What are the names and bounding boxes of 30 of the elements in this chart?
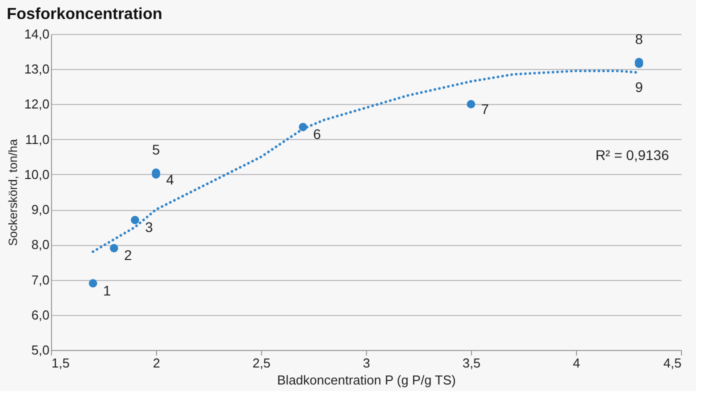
annotation: 1 — [103, 282, 112, 298]
y-tick-label: 6,0 — [31, 307, 50, 322]
annotation: 5 — [152, 142, 160, 158]
x-tick-label: 3,5 — [462, 356, 481, 370]
annotation: 2 — [124, 247, 132, 264]
y-tick-label: 12,0 — [24, 96, 50, 112]
x-tick-label: 4 — [572, 356, 580, 370]
y-tick-label: 13,0 — [24, 62, 50, 77]
annotation: 6 — [313, 126, 322, 142]
y-tick-label: 11,0 — [25, 132, 50, 147]
chart-title: Fosforkoncentration — [6, 6, 162, 23]
x-tick-label: 4,5 — [663, 356, 682, 370]
y-tick-label: 5,0 — [31, 342, 50, 358]
annotation: 3 — [145, 219, 154, 236]
y-tick-label: 7,0 — [31, 272, 50, 288]
annotation: 9 — [635, 78, 644, 95]
y-axis-title: Sockerskörd, ton/ha — [6, 138, 20, 246]
x-tick-label: 1,5 — [52, 356, 70, 370]
y-tick-label: 8,0 — [31, 237, 50, 252]
annotation: 4 — [166, 171, 174, 188]
x-axis-title: Bladkoncentration P (g P/g TS) — [277, 372, 456, 388]
annotation: 7 — [481, 101, 490, 118]
y-tick-label: 14,0 — [24, 26, 50, 42]
y-tick-label: 10,0 — [24, 166, 50, 182]
x-tick-label: 3 — [362, 356, 370, 370]
x-tick-label: 2,5 — [252, 356, 271, 370]
x-tick-label: 2 — [152, 356, 160, 370]
y-tick-label: 9,0 — [31, 202, 50, 218]
annotation: 8 — [635, 31, 644, 48]
annotation: R² = 0,9136 — [595, 147, 670, 163]
